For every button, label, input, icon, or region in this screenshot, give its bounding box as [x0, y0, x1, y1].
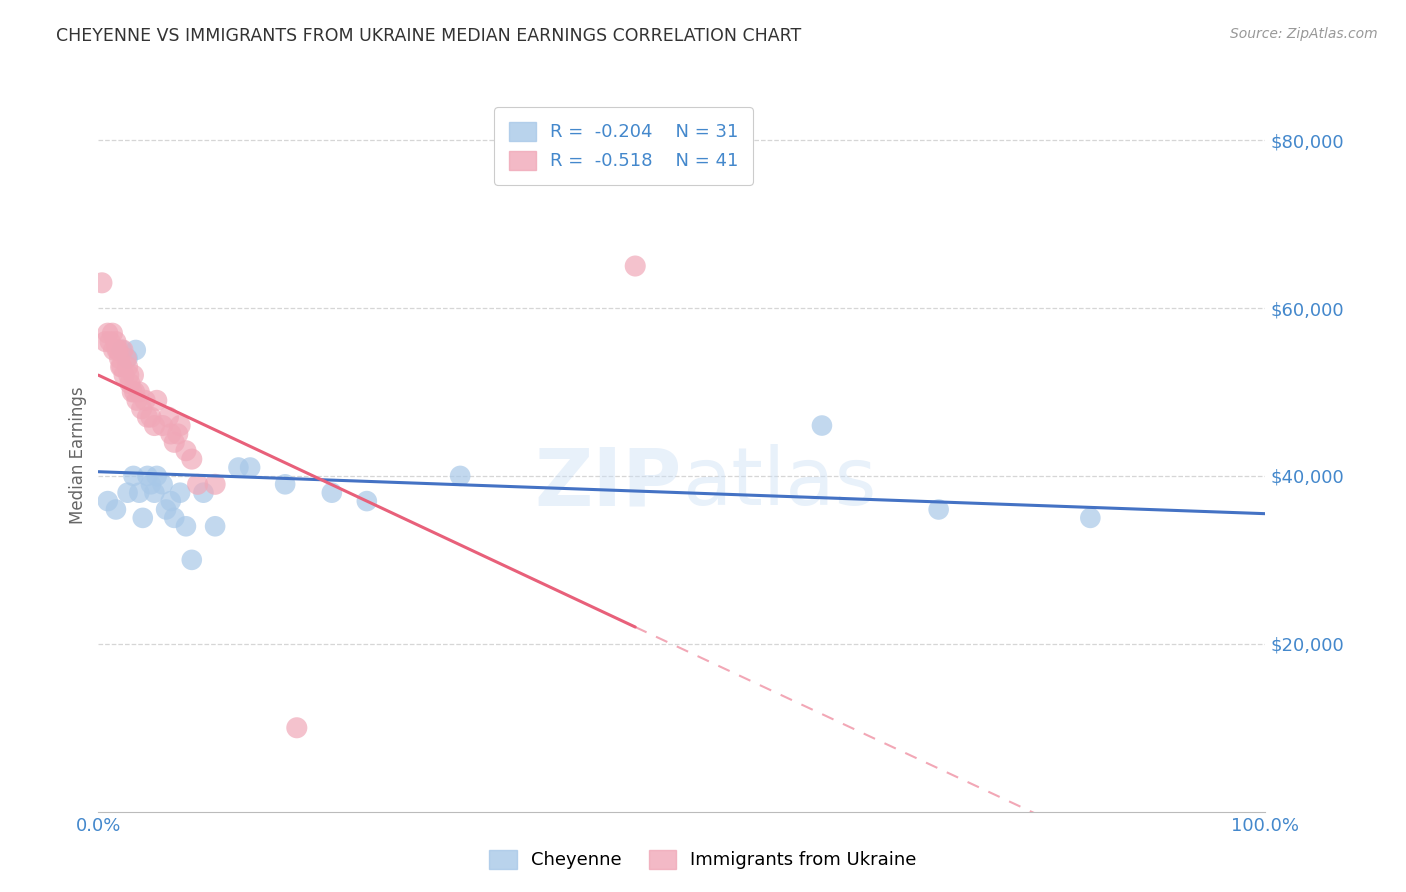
Point	[928, 502, 950, 516]
Y-axis label: Median Earnings: Median Earnings	[69, 386, 87, 524]
Point	[107, 343, 129, 357]
Point	[174, 443, 197, 458]
Point	[97, 326, 120, 341]
Point	[128, 384, 150, 399]
Point	[157, 410, 180, 425]
Point	[136, 469, 159, 483]
Point	[132, 511, 155, 525]
Point	[112, 368, 135, 383]
Point	[193, 485, 215, 500]
Point	[111, 343, 134, 357]
Point	[117, 359, 139, 374]
Point	[155, 502, 177, 516]
Point	[169, 418, 191, 433]
Point	[152, 418, 174, 433]
Text: Source: ZipAtlas.com: Source: ZipAtlas.com	[1230, 27, 1378, 41]
Legend: Cheyenne, Immigrants from Ukraine: Cheyenne, Immigrants from Ukraine	[481, 840, 925, 879]
Point	[125, 393, 148, 408]
Point	[131, 401, 153, 416]
Point	[117, 485, 139, 500]
Text: CHEYENNE VS IMMIGRANTS FROM UKRAINE MEDIAN EARNINGS CORRELATION CHART: CHEYENNE VS IMMIGRANTS FROM UKRAINE MEDI…	[56, 27, 801, 45]
Point	[180, 452, 202, 467]
Point	[121, 384, 143, 399]
Point	[101, 326, 124, 341]
Point	[356, 494, 378, 508]
Point	[239, 460, 262, 475]
Point	[285, 721, 308, 735]
Point	[274, 477, 297, 491]
Point	[118, 368, 141, 383]
Point	[122, 469, 145, 483]
Point	[110, 359, 132, 374]
Point	[139, 410, 162, 425]
Point	[134, 393, 156, 408]
Point	[204, 477, 226, 491]
Point	[204, 519, 226, 533]
Point	[117, 351, 139, 366]
Point	[449, 469, 471, 483]
Point	[169, 485, 191, 500]
Point	[98, 334, 121, 349]
Point	[321, 485, 343, 500]
Point	[159, 494, 181, 508]
Point	[146, 393, 169, 408]
Point	[159, 426, 181, 441]
Point	[111, 343, 134, 357]
Point	[228, 460, 250, 475]
Point	[1080, 511, 1102, 525]
Point	[163, 511, 186, 525]
Point	[163, 435, 186, 450]
Point	[97, 494, 120, 508]
Point	[115, 351, 138, 366]
Point	[180, 553, 202, 567]
Point	[152, 477, 174, 491]
Point	[139, 477, 162, 491]
Point	[111, 359, 134, 374]
Point	[104, 334, 127, 349]
Point	[136, 410, 159, 425]
Point	[122, 368, 145, 383]
Point	[128, 485, 150, 500]
Point	[124, 384, 146, 399]
Point	[143, 418, 166, 433]
Text: atlas: atlas	[682, 444, 876, 523]
Point	[811, 418, 834, 433]
Point	[94, 334, 117, 349]
Point	[108, 351, 131, 366]
Point	[187, 477, 209, 491]
Point	[105, 343, 128, 357]
Point	[118, 376, 141, 391]
Point	[174, 519, 197, 533]
Point	[104, 502, 127, 516]
Point	[125, 343, 148, 357]
Point	[103, 343, 125, 357]
Legend: R =  -0.204    N = 31, R =  -0.518    N = 41: R = -0.204 N = 31, R = -0.518 N = 41	[494, 107, 754, 185]
Point	[143, 485, 166, 500]
Text: ZIP: ZIP	[534, 444, 682, 523]
Point	[90, 276, 112, 290]
Point	[166, 426, 188, 441]
Point	[624, 259, 647, 273]
Point	[146, 469, 169, 483]
